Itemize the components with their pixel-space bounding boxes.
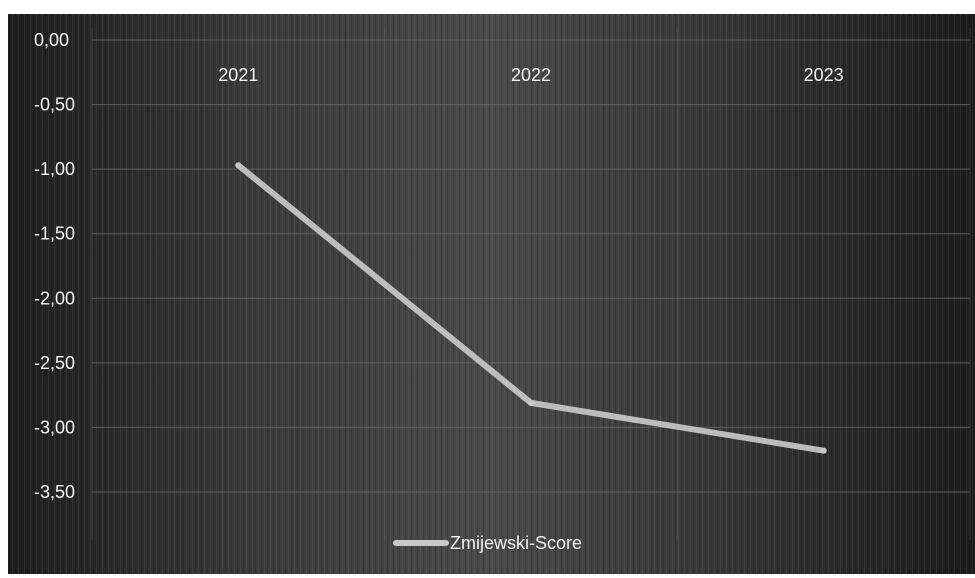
x-category-label: 2023 bbox=[804, 65, 844, 85]
y-tick-label: -1,50 bbox=[34, 224, 75, 244]
y-tick-label: -3,50 bbox=[34, 482, 75, 502]
x-axis-category-labels: 2021 2022 2023 bbox=[218, 65, 843, 85]
data-point-2022 bbox=[528, 399, 534, 406]
legend: Zmijewski-Score bbox=[393, 533, 582, 553]
x-category-label: 2021 bbox=[218, 65, 258, 85]
y-tick-label: -2,00 bbox=[34, 288, 75, 308]
x-category-label: 2022 bbox=[511, 65, 551, 85]
y-tick-label: -2,50 bbox=[34, 353, 75, 373]
legend-label-zmijewski-score: Zmijewski-Score bbox=[450, 533, 582, 553]
series-lines bbox=[235, 162, 827, 454]
y-tick-label: -0,50 bbox=[34, 95, 75, 115]
data-point-2021 bbox=[235, 162, 242, 169]
data-point-2023 bbox=[820, 447, 827, 454]
y-tick-label: -3,00 bbox=[34, 417, 75, 437]
y-tick-label: -1,00 bbox=[34, 159, 75, 179]
y-tick-label: 0,00 bbox=[34, 30, 69, 50]
y-axis-tick-labels: 0,00 -0,50 -1,00 -1,50 -2,00 -2,50 -3,00 -3,50 bbox=[34, 30, 75, 502]
chart-texture bbox=[8, 14, 975, 574]
